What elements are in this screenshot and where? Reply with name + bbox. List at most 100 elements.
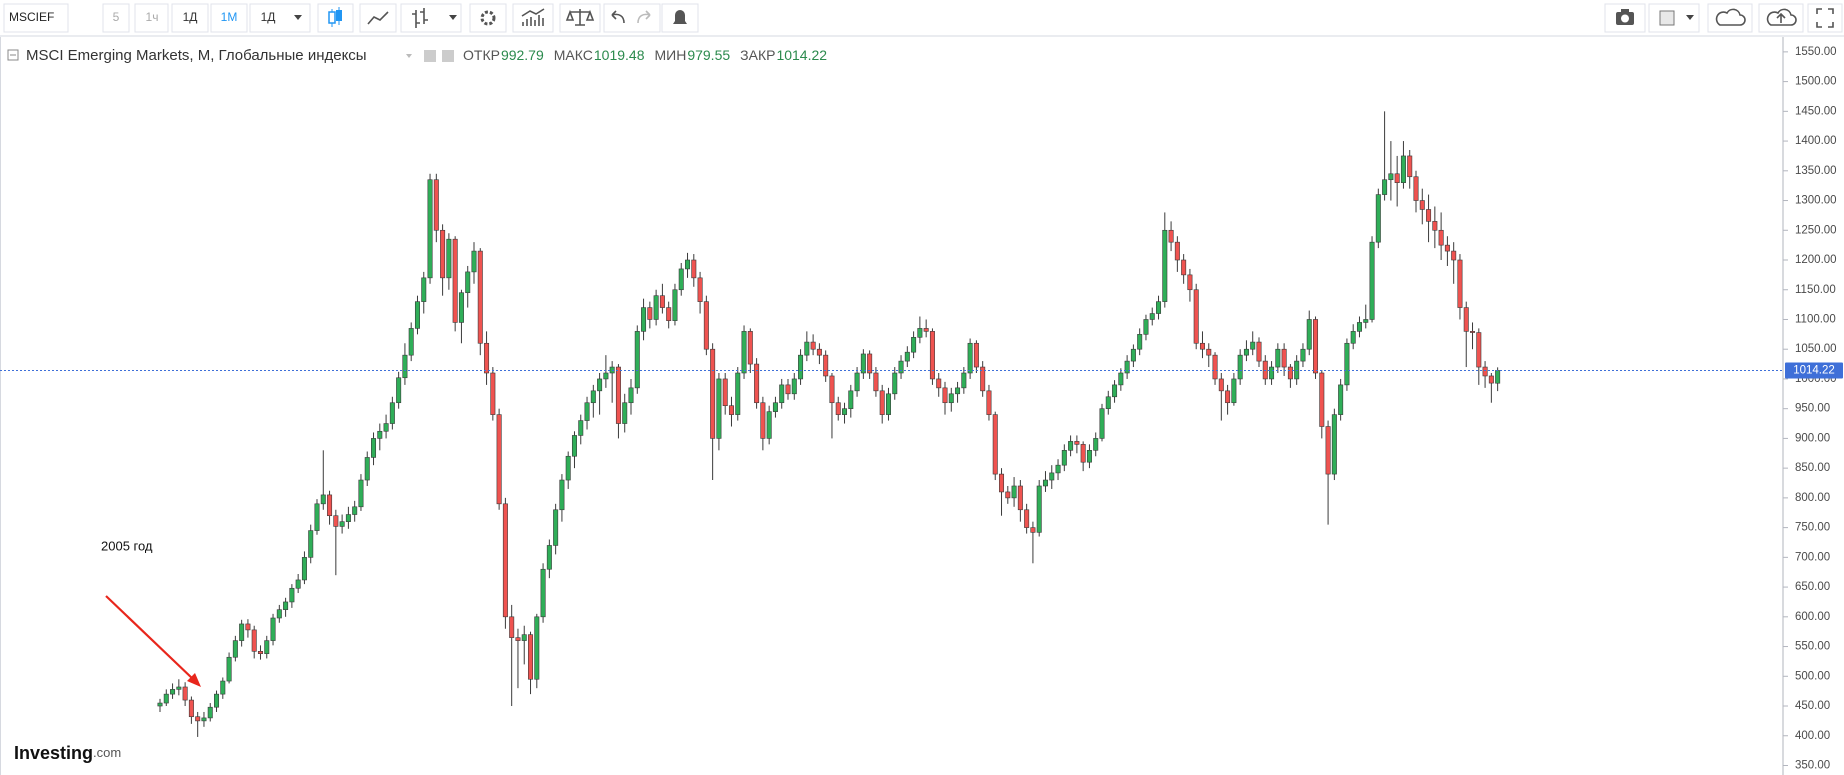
settings-icon[interactable]: [442, 50, 454, 62]
indicators-button[interactable]: [512, 3, 554, 33]
fullscreen-icon: [1816, 8, 1834, 28]
candle-body: [666, 307, 672, 321]
redo-icon: [637, 10, 651, 24]
candle-body: [245, 623, 251, 631]
candle-body: [377, 430, 383, 439]
candle-body: [1225, 390, 1231, 404]
candle-body: [195, 716, 201, 722]
fullscreen-button[interactable]: [1807, 3, 1843, 33]
candle-body: [440, 229, 446, 279]
settings-button[interactable]: [469, 3, 507, 33]
line-button[interactable]: [359, 3, 397, 33]
candle-body: [578, 420, 584, 436]
candle-body: [1407, 155, 1413, 178]
indicators-icon: [521, 8, 545, 26]
candle-body: [1174, 241, 1180, 261]
interval-button[interactable]: [102, 3, 130, 33]
candle-body: [678, 268, 684, 291]
symbol-input[interactable]: [3, 3, 69, 33]
candle-body: [1432, 221, 1438, 231]
interval-button[interactable]: [134, 3, 169, 33]
y-tick-label: 1400.00: [1795, 135, 1837, 147]
candle-body: [239, 623, 245, 641]
candle-body: [911, 337, 917, 353]
candle-body: [1275, 348, 1281, 368]
candle-body: [615, 366, 621, 424]
annotation-text: 2005 год: [101, 538, 153, 553]
bars-button[interactable]: [400, 3, 462, 33]
candle-body: [829, 375, 835, 404]
candle-body: [691, 259, 697, 279]
candle-body: [842, 408, 848, 415]
cloud-icon: [1715, 8, 1746, 26]
candle-body: [1470, 331, 1476, 333]
candle-body: [1074, 441, 1080, 445]
candle-body: [490, 372, 496, 415]
ohlc-legend: ОТКР992.79 МАКС1019.48 МИН979.55 ЗАКР1014.2…: [463, 47, 827, 63]
candle-body: [1162, 229, 1168, 302]
candle-body: [647, 307, 653, 320]
candle-body: [515, 637, 521, 641]
candle-body: [973, 342, 979, 368]
candle-body: [1124, 360, 1130, 374]
candle-body: [1243, 348, 1249, 356]
screenshot-button[interactable]: [1604, 3, 1646, 33]
candle-body: [170, 689, 176, 695]
candle-body: [1269, 366, 1275, 380]
candle-body: [1451, 250, 1457, 261]
candle-body: [622, 402, 628, 424]
y-tick-label: 1100.00: [1795, 314, 1836, 326]
candle-body: [1156, 301, 1162, 314]
candle-body: [1105, 396, 1111, 409]
camera-icon: [1616, 9, 1634, 25]
candle-body: [283, 601, 289, 610]
candle-body: [1005, 491, 1011, 499]
candle-body: [396, 377, 402, 404]
candle-body: [257, 651, 263, 654]
interval-button[interactable]: [171, 3, 209, 33]
y-tick-label: 550.00: [1795, 641, 1830, 653]
candle-body: [383, 423, 389, 432]
scales-icon: [565, 9, 595, 26]
caret: [449, 15, 457, 20]
collapse-toggle[interactable]: [7, 49, 19, 61]
cloud-upload-icon: [1766, 8, 1797, 26]
candle-body: [339, 521, 345, 527]
candle-body: [785, 384, 791, 395]
candle-body: [584, 402, 590, 421]
eye-icon[interactable]: [424, 50, 436, 62]
series-title: MSCI Emerging Markets, M, Глобальные инд…: [26, 47, 367, 64]
candle-body: [848, 390, 854, 409]
caret: [1686, 15, 1694, 20]
candle-body: [1287, 366, 1293, 380]
candle-body: [747, 331, 753, 365]
interval-label: 1Д: [183, 10, 198, 24]
candle-body: [1193, 289, 1199, 344]
candle-body: [1306, 319, 1312, 350]
candle-body: [276, 609, 282, 619]
interval-dropdown[interactable]: [249, 3, 311, 33]
candle-body: [352, 506, 358, 515]
candle-body: [879, 390, 885, 415]
candle-body: [961, 372, 967, 389]
candle-body: [157, 702, 163, 707]
candle-body: [1495, 370, 1501, 384]
y-tick-label: 600.00: [1795, 611, 1830, 623]
candle-body: [634, 331, 640, 389]
interval-button[interactable]: [210, 3, 248, 33]
candle-body: [1281, 348, 1287, 368]
ohlc-value: 1019.48: [594, 47, 645, 63]
undo-redo[interactable]: [603, 3, 661, 33]
candle-body: [502, 503, 508, 618]
y-tick-label: 1500.00: [1795, 76, 1837, 88]
candle-body: [716, 378, 722, 439]
candle-body: [917, 328, 923, 338]
candle-body: [1099, 408, 1105, 439]
candle-body: [1369, 241, 1375, 320]
interval-label: 5: [113, 10, 120, 24]
candle-body: [1068, 441, 1074, 451]
candle-body: [1444, 244, 1450, 252]
candle-body: [1344, 342, 1350, 386]
candle-body: [986, 390, 992, 415]
